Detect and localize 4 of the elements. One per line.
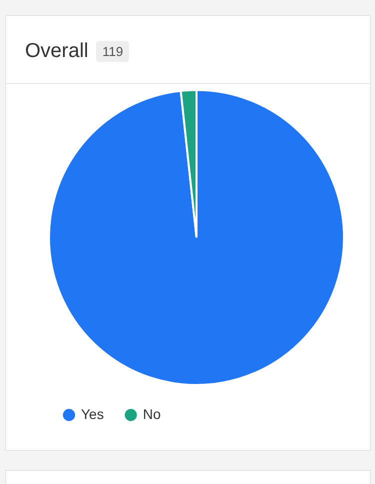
legend-label: No bbox=[142, 406, 161, 422]
legend-label: Yes bbox=[81, 406, 104, 422]
chart-title: Overall bbox=[25, 40, 88, 63]
chart-subtitle: 119 bbox=[96, 41, 130, 62]
